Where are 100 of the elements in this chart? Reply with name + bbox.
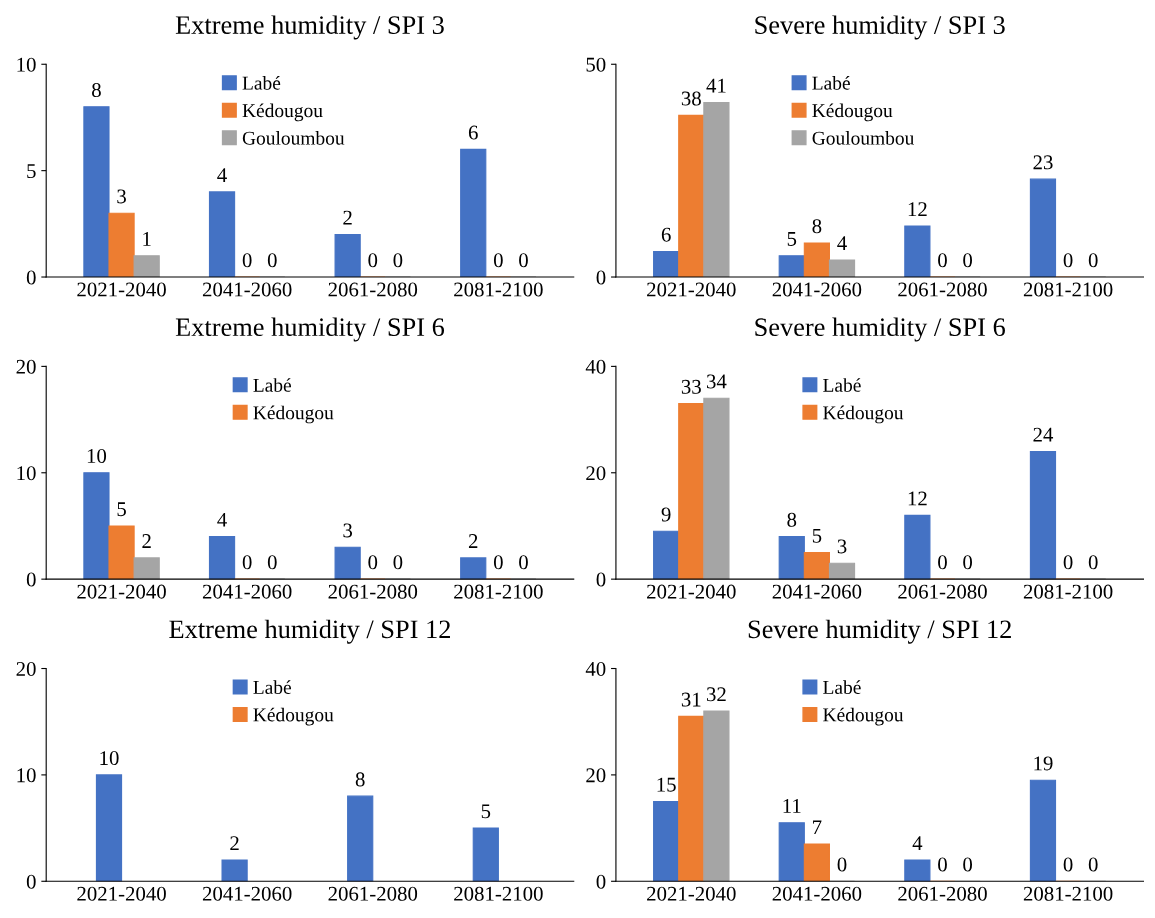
y-tick-label: 0 <box>26 874 36 889</box>
data-label: 5 <box>481 804 491 819</box>
y-tick-label: 5 <box>27 164 36 179</box>
x-tick-label: 2021-2040 <box>77 886 166 901</box>
data-label: 5 <box>787 232 797 246</box>
x-tick-label: 2061-2080 <box>898 886 987 901</box>
data-label: 2 <box>142 534 151 548</box>
data-label: 0 <box>519 555 528 570</box>
data-label: 0 <box>519 253 528 268</box>
data-label: 3 <box>837 539 847 554</box>
y-tick-label: 40 <box>585 359 606 374</box>
legend-label: Gouloumbou <box>812 131 915 145</box>
data-label: 5 <box>117 502 126 517</box>
y-tick-label: 50 <box>586 57 606 72</box>
data-label: 32 <box>706 687 726 702</box>
y-tick-label: 0 <box>596 874 606 889</box>
legend-label: Kédougou <box>823 707 904 726</box>
data-label: 19 <box>1034 756 1053 771</box>
x-tick-label: 2021-2040 <box>77 584 166 599</box>
data-label: 4 <box>837 236 847 251</box>
data-label: 12 <box>908 491 927 506</box>
legend-label: Labé <box>253 378 291 392</box>
x-tick-label: 2021-2040 <box>647 584 736 599</box>
data-label: 0 <box>1063 253 1073 268</box>
data-label: 0 <box>368 253 378 268</box>
data-label: 24 <box>1033 427 1054 442</box>
x-tick-label: 2041-2060 <box>202 886 292 901</box>
data-label: 0 <box>938 253 947 268</box>
data-label: 2 <box>230 836 239 851</box>
x-tick-label: 2081-2100 <box>1023 886 1113 901</box>
data-label: 8 <box>92 82 101 98</box>
chart-title: Extreme humidity / SPI 12 <box>169 619 450 644</box>
x-tick-label: 2081-2100 <box>1023 584 1113 599</box>
legend-label: Kédougou <box>242 103 323 122</box>
x-tick-label: 2081-2100 <box>454 886 543 901</box>
x-tick-label: 2081-2100 <box>454 282 543 297</box>
y-tick-label: 20 <box>16 661 36 676</box>
data-label: 8 <box>787 512 797 527</box>
x-tick-label: 2081-2100 <box>454 584 543 599</box>
y-tick-label: 10 <box>17 768 36 783</box>
data-label: 4 <box>217 512 227 527</box>
legend-label: Kédougou <box>253 707 334 726</box>
data-label: 3 <box>343 523 353 538</box>
chart-title: Severe humidity / SPI 6 <box>755 317 1005 342</box>
data-label: 0 <box>1063 555 1073 570</box>
data-label: 0 <box>963 857 973 872</box>
data-label: 0 <box>837 857 847 872</box>
data-label: 34 <box>706 374 727 389</box>
x-tick-label: 2021-2040 <box>77 282 166 297</box>
legend-label: Labé <box>812 76 850 90</box>
data-label: 0 <box>1088 857 1098 872</box>
data-label: 0 <box>393 253 403 268</box>
legend-label: Kédougou <box>823 405 904 424</box>
data-label: 0 <box>393 555 403 570</box>
legend-label: Labé <box>823 680 861 694</box>
data-label: 7 <box>813 820 822 835</box>
data-label: 2 <box>343 210 352 225</box>
y-tick-label: 20 <box>586 768 606 783</box>
y-tick-label: 20 <box>586 466 606 481</box>
data-label: 4 <box>912 836 923 851</box>
y-tick-label: 0 <box>26 572 36 587</box>
data-label: 0 <box>963 253 973 268</box>
data-label: 11 <box>783 799 801 813</box>
data-label: 6 <box>661 227 671 242</box>
y-tick-label: 10 <box>17 466 36 481</box>
legend-label: Kédougou <box>812 103 893 122</box>
data-label: 23 <box>1033 155 1053 170</box>
data-label: 12 <box>908 202 927 216</box>
data-label: 0 <box>242 555 252 570</box>
y-tick-label: 10 <box>17 57 36 72</box>
x-tick-label: 2041-2060 <box>202 584 292 599</box>
data-label: 31 <box>681 692 701 707</box>
legend-label: Labé <box>823 378 861 392</box>
x-tick-label: 2021-2040 <box>647 886 736 901</box>
chart-title: Severe humidity / SPI 3 <box>755 15 1005 40</box>
data-label: 8 <box>355 772 365 787</box>
x-tick-label: 2061-2080 <box>328 886 418 901</box>
data-label: 2 <box>468 534 478 548</box>
data-label: 0 <box>267 253 277 268</box>
data-label: 0 <box>1088 555 1098 570</box>
y-tick-label: 0 <box>596 270 606 285</box>
data-label: 1 <box>143 232 151 246</box>
x-tick-label: 2061-2080 <box>328 584 418 599</box>
chart-title: Severe humidity / SPI 12 <box>748 619 1011 644</box>
data-label: 0 <box>493 253 503 268</box>
data-label: 0 <box>1088 253 1098 268</box>
data-label: 33 <box>681 379 701 394</box>
data-label: 10 <box>100 751 119 766</box>
data-label: 0 <box>938 857 947 872</box>
x-tick-label: 2061-2080 <box>898 282 987 297</box>
chart-title: Extreme humidity / SPI 3 <box>175 15 444 40</box>
data-label: 6 <box>468 125 478 140</box>
x-tick-label: 2041-2060 <box>772 584 862 599</box>
x-tick-label: 2081-2100 <box>1023 282 1113 297</box>
data-label: 10 <box>87 448 107 463</box>
y-tick-label: 0 <box>26 270 36 285</box>
legend-label: Gouloumbou <box>242 131 345 145</box>
data-label: 15 <box>657 777 676 792</box>
data-label: 0 <box>1063 857 1073 872</box>
legend-label: Labé <box>242 76 281 90</box>
